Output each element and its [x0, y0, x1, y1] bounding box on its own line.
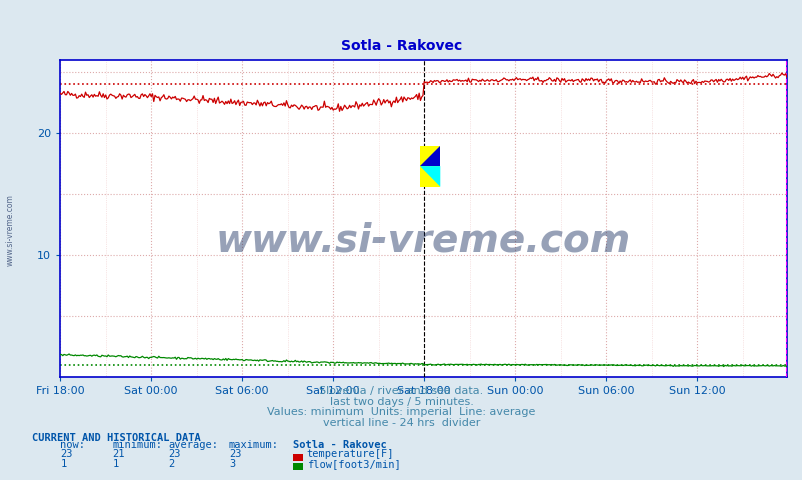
Bar: [419, 145, 439, 187]
Text: CURRENT AND HISTORICAL DATA: CURRENT AND HISTORICAL DATA: [32, 433, 200, 443]
Text: last two days / 5 minutes.: last two days / 5 minutes.: [329, 397, 473, 407]
Text: 21: 21: [112, 449, 125, 459]
Text: average:: average:: [168, 440, 218, 450]
Text: 23: 23: [229, 449, 241, 459]
Text: Sotla - Rakovec: Sotla - Rakovec: [293, 440, 387, 450]
Text: temperature[F]: temperature[F]: [306, 449, 394, 459]
Polygon shape: [419, 145, 439, 166]
Text: maximum:: maximum:: [229, 440, 278, 450]
Polygon shape: [419, 166, 439, 187]
Text: www.si-vreme.com: www.si-vreme.com: [6, 194, 15, 266]
Text: Slovenia / river and sea data.: Slovenia / river and sea data.: [319, 386, 483, 396]
Text: www.si-vreme.com: www.si-vreme.com: [216, 222, 630, 260]
Text: 23: 23: [168, 449, 181, 459]
Text: 23: 23: [60, 449, 73, 459]
Text: 1: 1: [60, 459, 67, 469]
Text: now:: now:: [60, 440, 85, 450]
Text: Values: minimum  Units: imperial  Line: average: Values: minimum Units: imperial Line: av…: [267, 408, 535, 417]
Text: vertical line - 24 hrs  divider: vertical line - 24 hrs divider: [322, 418, 480, 428]
Text: Sotla - Rakovec: Sotla - Rakovec: [341, 38, 461, 53]
Text: flow[foot3/min]: flow[foot3/min]: [306, 459, 400, 469]
Text: minimum:: minimum:: [112, 440, 162, 450]
Text: 2: 2: [168, 459, 175, 469]
Text: 3: 3: [229, 459, 235, 469]
Text: 1: 1: [112, 459, 119, 469]
